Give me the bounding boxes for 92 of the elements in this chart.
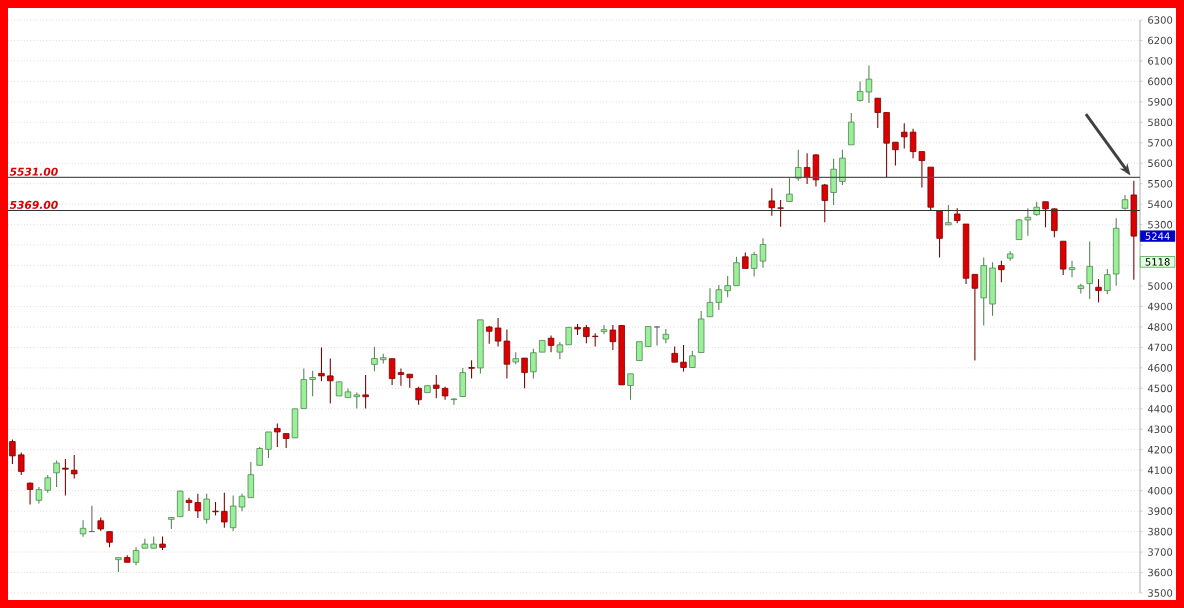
candlestick — [274, 423, 281, 448]
candlestick — [998, 260, 1005, 283]
candlestick — [62, 458, 69, 496]
annotation: 5244 — [1145, 232, 1170, 240]
y-tick-label: 3900 — [1148, 507, 1173, 515]
candlestick — [1068, 260, 1076, 278]
candlestick — [18, 451, 25, 476]
candlestick — [945, 204, 952, 226]
y-tick-label: 5300 — [1148, 220, 1173, 229]
y-tick-label: 3700 — [1148, 548, 1173, 556]
candlestick — [795, 149, 802, 182]
y-tick-label: 5000 — [1148, 282, 1173, 290]
y-tick-label: 6000 — [1148, 77, 1173, 86]
candlestick — [627, 373, 634, 401]
y-tick-label: 6100 — [1148, 57, 1173, 65]
candlestick — [786, 177, 793, 203]
candlestick — [132, 546, 140, 566]
candlestick — [79, 519, 87, 538]
y-tick-label: 4900 — [1147, 302, 1173, 311]
candlestick — [194, 493, 202, 519]
y-tick-label: 4800 — [1147, 323, 1173, 331]
candlestick — [229, 494, 237, 532]
y-tick-label: 5400 — [1148, 200, 1173, 208]
candlestick — [256, 446, 263, 466]
candlestick — [247, 461, 255, 499]
candlestick — [768, 187, 776, 217]
y-tick-label: 4000 — [1147, 486, 1173, 495]
candlestick — [415, 386, 422, 406]
candlestick — [530, 348, 537, 380]
candlestick — [221, 492, 228, 529]
candlestick — [901, 122, 908, 150]
y-tick-label: 5800 — [1148, 118, 1173, 127]
candlestick — [521, 357, 528, 389]
candlestick — [1051, 207, 1058, 238]
candlestick — [327, 357, 334, 405]
candlestick — [1104, 268, 1111, 295]
y-tick-label: 4200 — [1147, 445, 1173, 454]
candlestick — [706, 287, 714, 318]
candlestick — [9, 438, 16, 465]
y-tick-label: 3600 — [1148, 568, 1173, 577]
candlestick — [265, 431, 272, 459]
candlestick — [839, 149, 846, 186]
candlestick — [777, 199, 784, 228]
candlestick — [848, 112, 855, 146]
y-tick-label: 5700 — [1148, 139, 1173, 147]
candlestick — [362, 374, 369, 410]
y-tick-label: 3800 — [1148, 527, 1173, 536]
candlestick — [830, 158, 837, 206]
candlestick — [433, 374, 440, 399]
candlestick — [821, 183, 829, 223]
y-tick-label: 5500 — [1148, 179, 1173, 188]
candlestick — [53, 460, 60, 488]
candlestick — [371, 346, 378, 372]
candlestick — [715, 284, 723, 311]
candlestick — [733, 256, 740, 287]
candlestick — [203, 493, 210, 525]
y-tick-label: 4600 — [1147, 364, 1173, 372]
y-tick-label: 4400 — [1147, 405, 1173, 413]
y-tick-label: 4700 — [1147, 343, 1173, 352]
y-tick-label: 5600 — [1148, 159, 1173, 168]
candlestick — [583, 324, 590, 344]
candlestick — [724, 275, 731, 298]
y-tick-label: 4100 — [1147, 466, 1173, 474]
candlestick — [644, 326, 652, 348]
y-tick-label: 3500 — [1148, 589, 1173, 597]
candlestick — [309, 370, 316, 397]
y-tick-label: 4300 — [1147, 425, 1173, 434]
ref-line-label: 5369.00 — [9, 200, 58, 209]
candlestick — [468, 359, 475, 380]
candlestick — [185, 497, 193, 512]
candlestick — [1086, 241, 1093, 300]
candlestick — [600, 324, 608, 335]
candlestick — [680, 344, 687, 373]
y-tick-label: 4500 — [1147, 384, 1173, 393]
candlestick — [1095, 278, 1102, 303]
y-tick-label: 5900 — [1148, 98, 1173, 106]
candlestick — [591, 332, 599, 348]
candlestick — [450, 397, 458, 406]
candlestick — [636, 341, 643, 362]
candlestick — [318, 346, 325, 382]
candlestick — [26, 481, 34, 506]
y-tick-label: 6200 — [1148, 36, 1173, 45]
ref-line-label: 5531.00 — [9, 167, 58, 176]
y-tick-label: 6300 — [1148, 16, 1173, 24]
candlestick — [1042, 201, 1049, 228]
candlestick — [653, 326, 661, 347]
candlestick — [874, 97, 881, 129]
annotation: 5118 — [1145, 258, 1170, 266]
candlestick — [892, 141, 899, 167]
candlestick — [609, 324, 617, 351]
candlestick — [459, 367, 466, 398]
candlestick — [71, 454, 78, 479]
